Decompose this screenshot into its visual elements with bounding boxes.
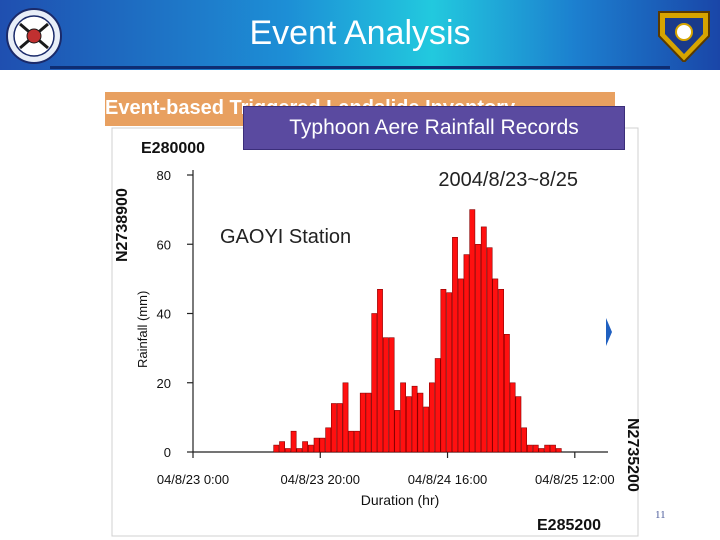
rainfall-bar xyxy=(492,278,499,453)
x-tick-label: 04/8/23 20:00 xyxy=(281,472,361,487)
right-emblem-icon xyxy=(658,11,710,62)
rainfall-bar xyxy=(348,430,355,453)
y-tick-label: 0 xyxy=(164,445,171,460)
x-tick-label: 04/8/23 0:00 xyxy=(157,472,229,487)
rainfall-bar xyxy=(290,430,297,453)
rainfall-bar xyxy=(394,410,401,453)
page-number: 11 xyxy=(655,509,666,521)
left-emblem-icon xyxy=(6,8,62,64)
rainfall-bar xyxy=(521,427,527,453)
rainfall-bar xyxy=(555,448,562,453)
x-axis-label: Duration (hr) xyxy=(361,492,440,508)
rainfall-bar xyxy=(498,288,504,453)
rainfall-bar xyxy=(400,382,406,453)
rainfall-bar xyxy=(423,406,430,453)
rainfall-bar xyxy=(411,385,418,453)
chart-date-range: 2004/8/23~8/25 xyxy=(438,169,578,191)
rainfall-bar xyxy=(532,444,539,453)
rainfall-bar xyxy=(480,226,487,453)
map-label-top-left: E280000 xyxy=(141,140,205,157)
rainfall-bar xyxy=(515,396,522,453)
rainfall-bar xyxy=(371,313,378,453)
rainfall-bar xyxy=(434,358,441,453)
y-tick-label: 40 xyxy=(157,307,171,322)
rainfall-bar xyxy=(325,427,332,453)
rainfall-bar xyxy=(417,392,424,453)
rainfall-bar xyxy=(526,444,533,453)
rainfall-bar xyxy=(307,444,314,453)
rainfall-bar xyxy=(446,292,453,453)
rainfall-bar xyxy=(503,333,510,453)
rainfall-bar xyxy=(428,382,435,453)
y-tick-label: 20 xyxy=(157,376,171,391)
rainfall-bar xyxy=(377,288,383,453)
rainfall-bar xyxy=(354,430,360,453)
rainfall-bar xyxy=(365,392,372,453)
y-tick-label: 80 xyxy=(157,168,171,183)
rainfall-bar xyxy=(388,337,395,453)
map-label-left-vertical: N2738900 xyxy=(114,188,131,262)
station-label: GAOYI Station xyxy=(220,226,351,248)
x-tick-label: 04/8/24 16:00 xyxy=(408,472,488,487)
rainfall-bar xyxy=(486,247,493,453)
header-underline xyxy=(50,66,670,69)
rainfall-bar xyxy=(382,337,389,453)
rainfall-bar xyxy=(469,209,476,453)
x-tick-label: 04/8/25 12:00 xyxy=(535,472,615,487)
y-tick-label: 60 xyxy=(157,237,171,252)
map-marker-icon xyxy=(606,318,612,346)
rainfall-bar xyxy=(544,444,551,453)
y-axis-label: Rainfall (mm) xyxy=(135,291,150,368)
rainfall-bar xyxy=(475,244,481,453)
popup-title: Typhoon Aere Rainfall Records xyxy=(243,106,625,150)
rainfall-bar xyxy=(284,448,291,453)
rainfall-bar xyxy=(440,288,447,453)
rainfall-bar xyxy=(452,237,458,453)
rainfall-bar xyxy=(359,392,366,453)
page-title: Event Analysis xyxy=(249,14,471,52)
rainfall-bar xyxy=(296,448,303,453)
rainfall-bar xyxy=(538,448,545,453)
map-label-bottom-right: E285200 xyxy=(537,517,601,534)
rainfall-bar xyxy=(509,382,516,453)
rainfall-bar xyxy=(336,403,343,453)
slide-header xyxy=(0,0,720,70)
rainfall-bar xyxy=(319,437,326,453)
map-label-right-vertical: N2735200 xyxy=(624,418,641,492)
rainfall-bar xyxy=(330,403,337,453)
rainfall-bar xyxy=(313,437,320,453)
rainfall-bar xyxy=(550,444,556,453)
rainfall-bar xyxy=(463,254,470,453)
rainfall-bar xyxy=(273,444,280,453)
rainfall-bar xyxy=(302,441,308,453)
rainfall-bar xyxy=(405,396,412,453)
rainfall-bar xyxy=(279,441,285,453)
rainfall-bar xyxy=(342,382,349,453)
rainfall-bar xyxy=(457,278,464,453)
